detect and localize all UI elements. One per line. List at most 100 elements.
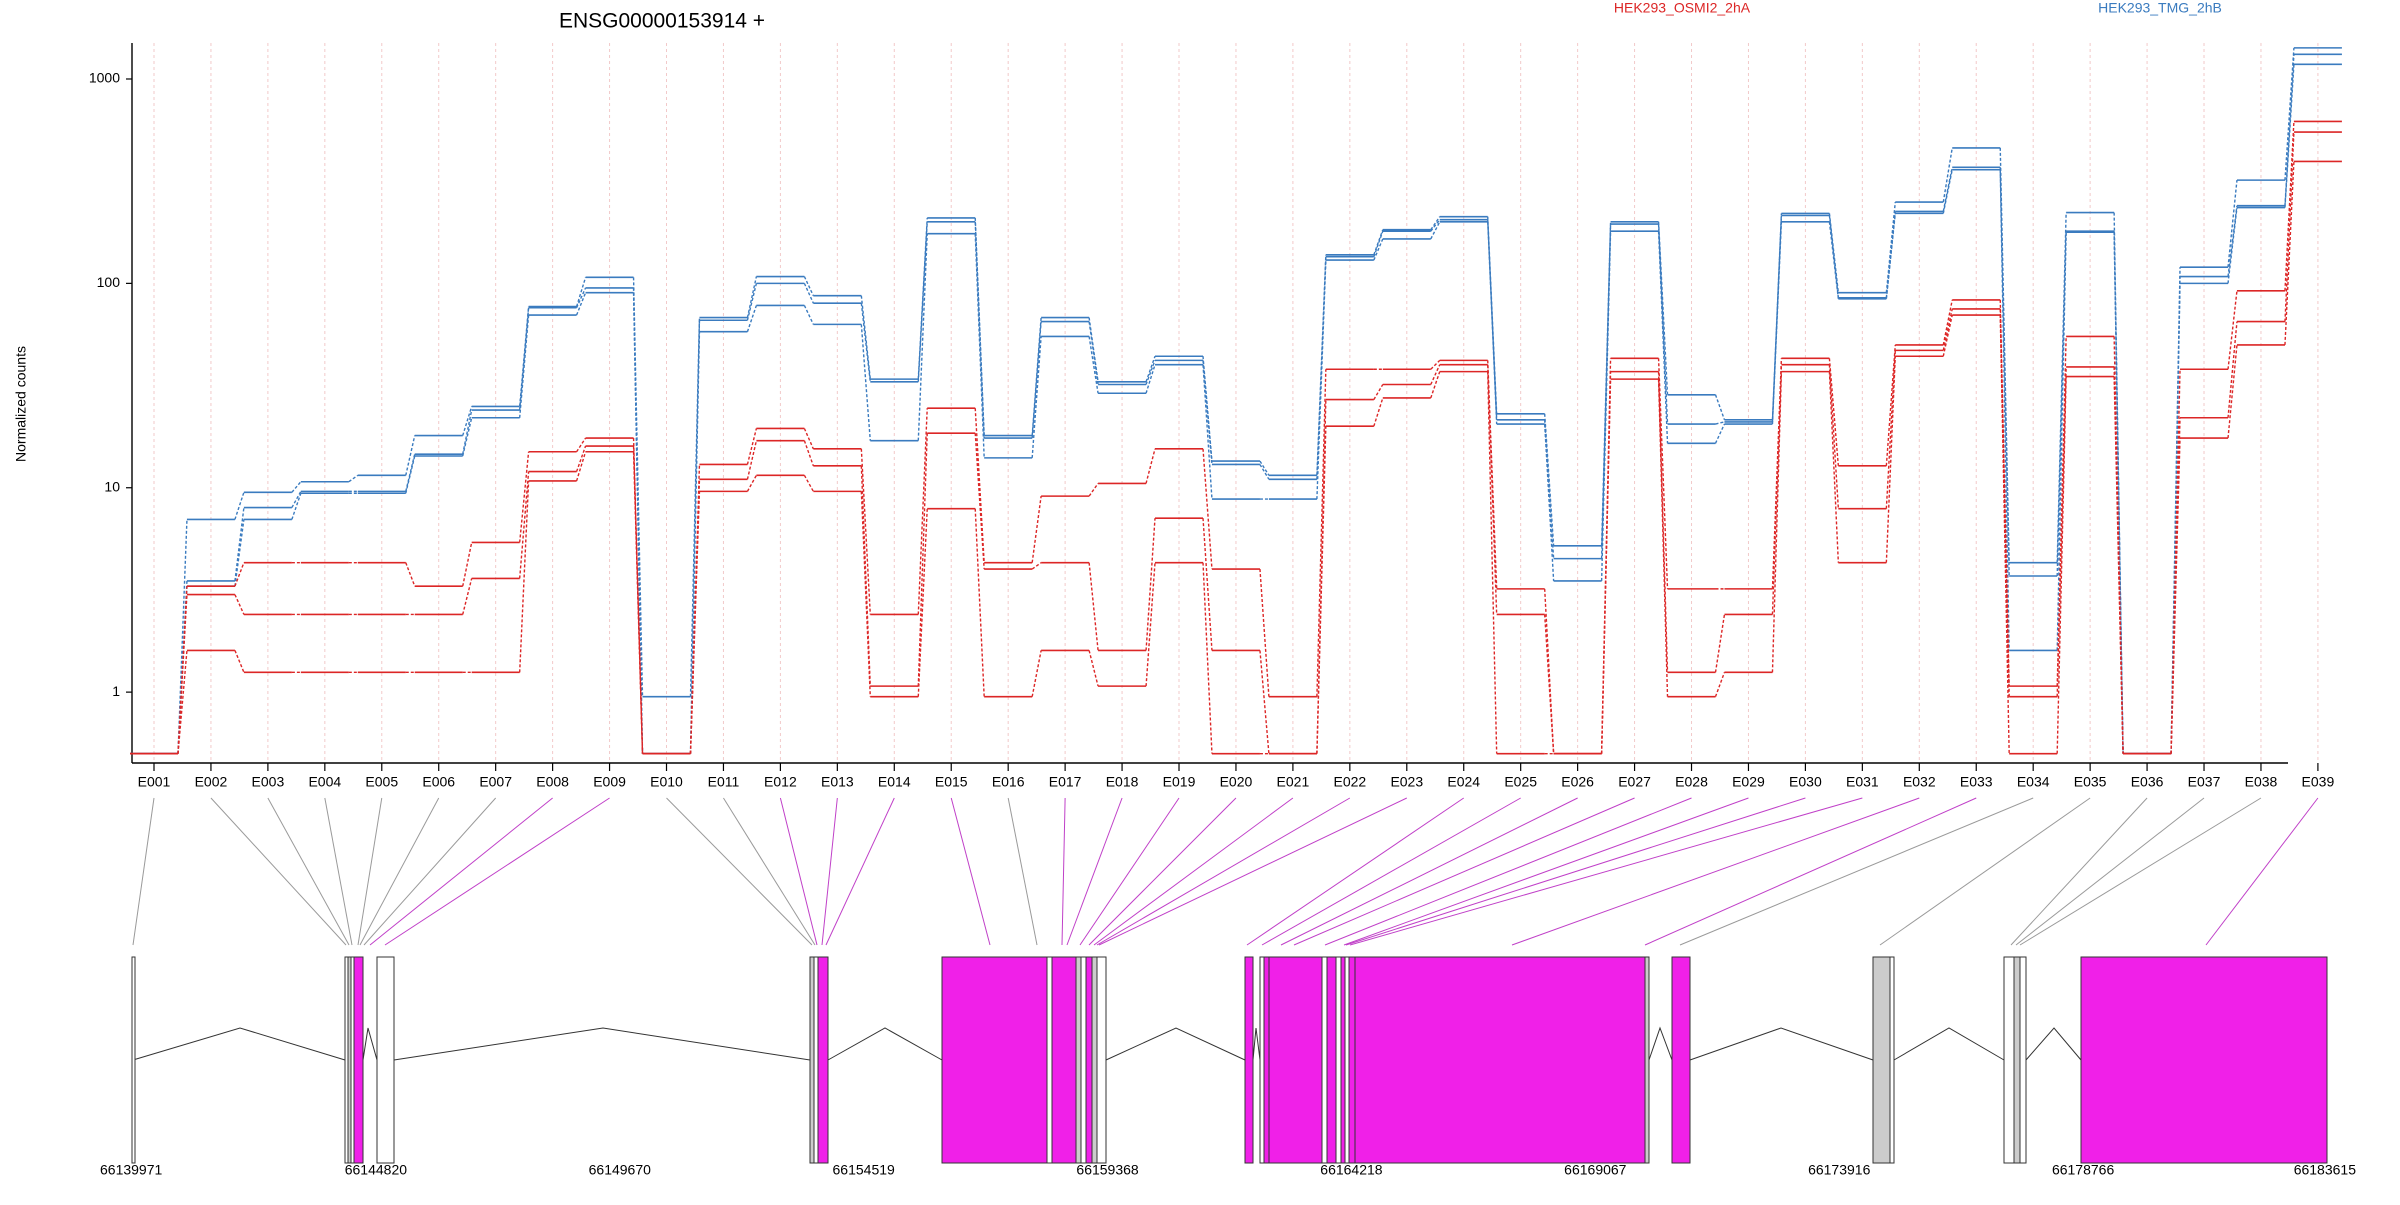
intron-line bbox=[1689, 1027, 1874, 1061]
series-connector bbox=[1145, 562, 1156, 687]
x-tick-label: E008 bbox=[536, 774, 569, 790]
series-connector bbox=[860, 465, 871, 687]
series-connector bbox=[234, 562, 245, 587]
series-connector bbox=[746, 283, 758, 321]
series-connector bbox=[1714, 394, 1726, 421]
series-connector bbox=[1828, 221, 1840, 299]
intron-line bbox=[1648, 1026, 1673, 1061]
series-connector bbox=[1999, 315, 2010, 754]
x-tick-label: E030 bbox=[1789, 774, 1822, 790]
exon-block bbox=[2013, 956, 2021, 1164]
exon-connector bbox=[359, 797, 440, 946]
y-tick-label: 100 bbox=[97, 274, 121, 290]
series-connector bbox=[1316, 369, 1327, 697]
x-tick-label: E012 bbox=[764, 774, 797, 790]
series-connector bbox=[2056, 376, 2067, 754]
series-connector bbox=[803, 428, 814, 450]
series-connector bbox=[234, 507, 245, 582]
x-tick-label: E022 bbox=[1333, 774, 1366, 790]
series-connector bbox=[1487, 364, 1498, 615]
series-connector bbox=[1543, 423, 1555, 581]
series-connector bbox=[917, 221, 928, 382]
series-connector bbox=[348, 474, 359, 483]
series-connector bbox=[1202, 364, 1213, 500]
exon-block bbox=[809, 956, 815, 1164]
exon-connector bbox=[363, 797, 497, 946]
series-connector bbox=[1543, 614, 1555, 754]
x-tick-label: E038 bbox=[2245, 774, 2278, 790]
series-connector bbox=[1202, 360, 1213, 465]
gene-model bbox=[131, 956, 2328, 1164]
coordinate-label: 66169067 bbox=[1564, 1162, 1627, 1178]
x-tick-label: E017 bbox=[1049, 774, 1082, 790]
exon-connector bbox=[1293, 797, 1635, 946]
exon-connector bbox=[1098, 797, 1408, 946]
series-connector bbox=[1031, 321, 1042, 439]
series-connector bbox=[689, 491, 701, 754]
series-connector bbox=[1942, 314, 1953, 357]
exon-connector bbox=[1644, 797, 1977, 946]
intron-line bbox=[1893, 1027, 2005, 1061]
intron-line bbox=[132, 1027, 346, 1061]
x-tick-label: E014 bbox=[878, 774, 911, 790]
series-connector bbox=[1999, 169, 2010, 651]
series-connector bbox=[1259, 464, 1270, 480]
exon-connector bbox=[1096, 797, 1351, 946]
series-connector bbox=[803, 305, 814, 325]
series-connector bbox=[177, 519, 188, 754]
series-connector bbox=[860, 324, 871, 441]
series-connector bbox=[1828, 364, 1840, 509]
exon-connector bbox=[1061, 797, 1066, 946]
y-tick-label: 1000 bbox=[89, 70, 120, 86]
exon-connector bbox=[1879, 797, 2091, 946]
coordinate-label: 66149670 bbox=[589, 1162, 652, 1178]
series-connector bbox=[1145, 518, 1156, 651]
exon-block bbox=[813, 956, 819, 1164]
series-connector bbox=[518, 451, 530, 543]
series-connector bbox=[917, 217, 928, 380]
exon-block bbox=[353, 956, 364, 1164]
series-connector bbox=[462, 409, 473, 455]
series-connector bbox=[462, 542, 473, 587]
series-connector bbox=[1771, 364, 1783, 615]
coordinate-label: 66173916 bbox=[1808, 1162, 1871, 1178]
exon-block bbox=[1080, 956, 1087, 1164]
exon-connector bbox=[1007, 797, 1038, 946]
series-connector bbox=[1828, 371, 1840, 563]
series-connector bbox=[632, 292, 644, 754]
exon-block bbox=[1075, 956, 1082, 1164]
exon-connector bbox=[825, 797, 895, 946]
series-connector bbox=[803, 440, 814, 467]
series-connector bbox=[746, 428, 758, 465]
x-tick-label: E025 bbox=[1504, 774, 1537, 790]
series-connector bbox=[1942, 147, 1953, 203]
exon-connector bbox=[132, 797, 155, 946]
coordinate-label: 66154519 bbox=[833, 1162, 896, 1178]
series-connector bbox=[2284, 132, 2295, 322]
coordinate-label: 66178766 bbox=[2052, 1162, 2115, 1178]
series-connector bbox=[1373, 384, 1384, 400]
series-connector bbox=[291, 481, 302, 493]
exon-connector bbox=[2205, 797, 2319, 946]
x-tick-label: E035 bbox=[2074, 774, 2107, 790]
series-connector bbox=[2170, 438, 2181, 754]
exon-block bbox=[1096, 956, 1107, 1164]
exon-block bbox=[1244, 956, 1254, 1164]
x-tick-label: E027 bbox=[1618, 774, 1651, 790]
x-tick-label: E015 bbox=[935, 774, 968, 790]
x-tick-label: E031 bbox=[1846, 774, 1879, 790]
series-connector bbox=[2227, 344, 2238, 439]
x-tick-label: E019 bbox=[1163, 774, 1196, 790]
series-connector bbox=[1430, 219, 1441, 232]
series-connector bbox=[1885, 344, 1896, 466]
series-connector bbox=[917, 433, 928, 687]
series-connector bbox=[1031, 650, 1042, 697]
series-connector bbox=[177, 594, 188, 754]
series-connector bbox=[405, 453, 416, 492]
series-connector bbox=[974, 233, 985, 458]
series-connector bbox=[860, 303, 871, 382]
series-connector bbox=[1430, 359, 1441, 370]
series-connector bbox=[518, 471, 530, 579]
x-tick-label: E039 bbox=[2302, 774, 2335, 790]
